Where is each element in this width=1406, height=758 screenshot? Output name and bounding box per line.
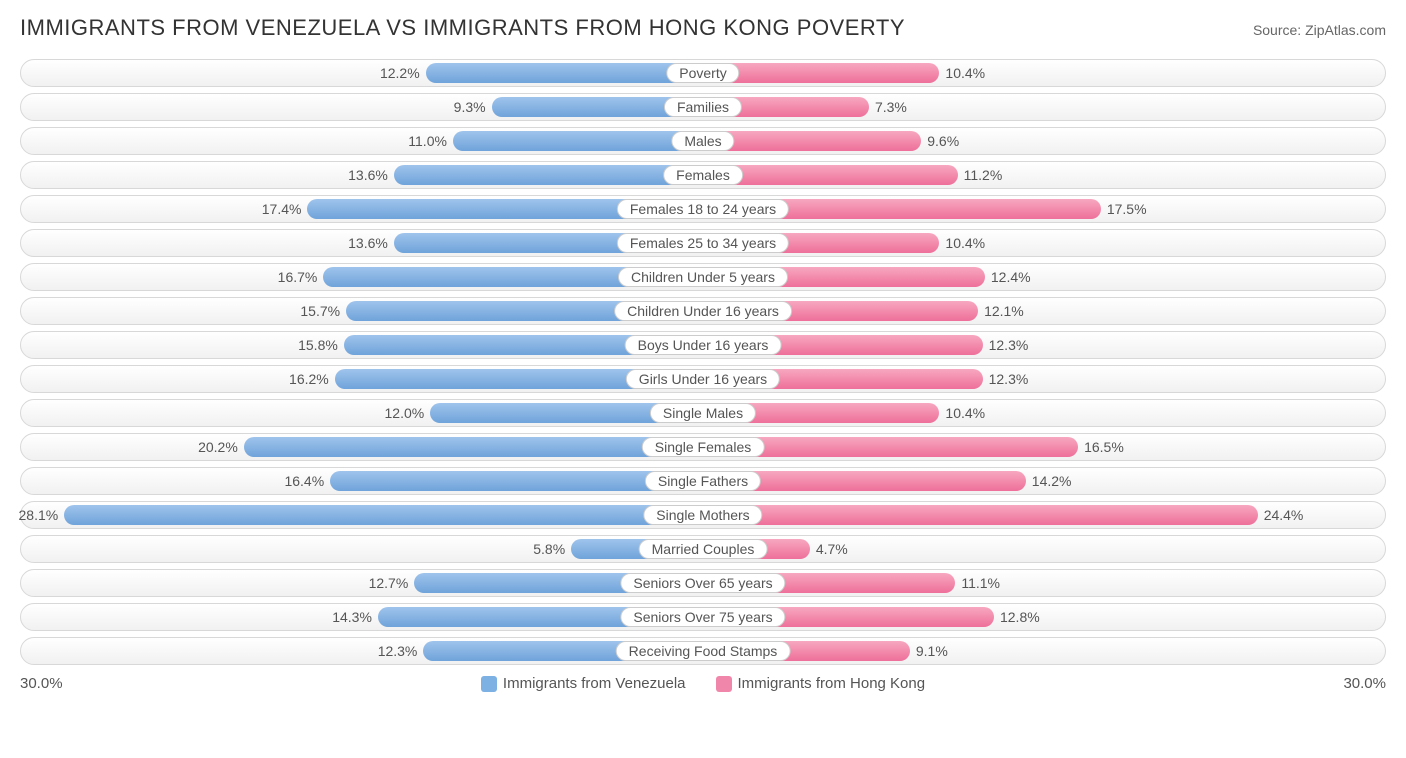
category-label: Single Females [642,437,765,457]
value-left: 12.0% [385,400,431,426]
category-label: Females 18 to 24 years [617,199,789,219]
value-right: 10.4% [939,230,985,256]
value-left: 16.4% [284,468,330,494]
category-label: Single Mothers [643,505,762,525]
bar-left [64,505,703,525]
value-left: 16.2% [289,366,335,392]
legend-item-right: Immigrants from Hong Kong [716,675,926,692]
value-left: 17.4% [262,196,308,222]
value-right: 9.6% [921,128,959,154]
value-left: 13.6% [348,230,394,256]
category-label: Single Fathers [645,471,761,491]
category-label: Females [663,165,743,185]
value-right: 10.4% [939,60,985,86]
value-right: 11.1% [955,570,1000,596]
value-left: 15.8% [298,332,344,358]
chart-source: Source: ZipAtlas.com [1253,22,1386,38]
bar-row: 12.3% 9.1% Receiving Food Stamps [20,637,1386,665]
bar-left [453,131,703,151]
chart-title: IMMIGRANTS FROM VENEZUELA VS IMMIGRANTS … [20,15,905,41]
value-left: 16.7% [278,264,324,290]
bar-right [703,505,1258,525]
value-left: 15.7% [300,298,346,324]
category-label: Seniors Over 65 years [620,573,785,593]
bar-row: 15.8% 12.3% Boys Under 16 years [20,331,1386,359]
bar-row: 20.2% 16.5% Single Females [20,433,1386,461]
category-label: Girls Under 16 years [626,369,780,389]
bar-left [244,437,703,457]
legend-swatch-left [481,676,497,692]
value-right: 12.3% [983,366,1029,392]
category-label: Families [664,97,742,117]
bar-row: 16.7% 12.4% Children Under 5 years [20,263,1386,291]
value-right: 12.8% [994,604,1040,630]
value-left: 12.3% [378,638,424,664]
value-right: 7.3% [869,94,907,120]
legend-swatch-right [716,676,732,692]
bar-row: 16.2% 12.3% Girls Under 16 years [20,365,1386,393]
bar-row: 15.7% 12.1% Children Under 16 years [20,297,1386,325]
value-right: 14.2% [1026,468,1072,494]
category-label: Boys Under 16 years [625,335,782,355]
bar-row: 11.0% 9.6% Males [20,127,1386,155]
value-left: 9.3% [454,94,492,120]
value-right: 12.3% [983,332,1029,358]
value-left: 13.6% [348,162,394,188]
value-left: 11.0% [408,128,453,154]
value-right: 10.4% [939,400,985,426]
bar-row: 12.0% 10.4% Single Males [20,399,1386,427]
bar-left [394,165,703,185]
legend: Immigrants from Venezuela Immigrants fro… [481,675,925,692]
bar-row: 5.8% 4.7% Married Couples [20,535,1386,563]
value-left: 5.8% [533,536,571,562]
bar-row: 13.6% 10.4% Females 25 to 34 years [20,229,1386,257]
bar-row: 12.7% 11.1% Seniors Over 65 years [20,569,1386,597]
legend-item-left: Immigrants from Venezuela [481,675,686,692]
category-label: Receiving Food Stamps [616,641,791,661]
bar-row: 17.4% 17.5% Females 18 to 24 years [20,195,1386,223]
category-label: Poverty [666,63,739,83]
chart-footer: 30.0% Immigrants from Venezuela Immigran… [20,675,1386,692]
chart-header: IMMIGRANTS FROM VENEZUELA VS IMMIGRANTS … [20,15,1386,41]
value-right: 17.5% [1101,196,1147,222]
category-label: Married Couples [639,539,768,559]
legend-label-right: Immigrants from Hong Kong [738,675,926,692]
value-right: 12.1% [978,298,1024,324]
category-label: Children Under 16 years [614,301,792,321]
value-right: 12.4% [985,264,1031,290]
category-label: Children Under 5 years [618,267,788,287]
value-left: 14.3% [332,604,378,630]
value-right: 11.2% [958,162,1003,188]
value-left: 12.7% [369,570,415,596]
axis-max-left: 30.0% [20,675,63,692]
value-left: 20.2% [198,434,244,460]
value-right: 24.4% [1258,502,1304,528]
value-left: 28.1% [19,502,65,528]
bar-right [703,131,921,151]
category-label: Seniors Over 75 years [620,607,785,627]
bar-row: 13.6% 11.2% Females [20,161,1386,189]
diverging-bar-chart: 12.2% 10.4% Poverty 9.3% 7.3% Families 11.0% 9.… [20,59,1386,665]
category-label: Males [671,131,734,151]
bar-row: 16.4% 14.2% Single Fathers [20,467,1386,495]
value-right: 9.1% [910,638,948,664]
value-right: 4.7% [810,536,848,562]
bar-row: 12.2% 10.4% Poverty [20,59,1386,87]
category-label: Females 25 to 34 years [617,233,789,253]
bar-row: 9.3% 7.3% Families [20,93,1386,121]
bar-left [426,63,703,83]
value-left: 12.2% [380,60,426,86]
category-label: Single Males [650,403,756,423]
bar-row: 14.3% 12.8% Seniors Over 75 years [20,603,1386,631]
bar-row: 28.1% 24.4% Single Mothers [20,501,1386,529]
value-right: 16.5% [1078,434,1124,460]
axis-max-right: 30.0% [1343,675,1386,692]
legend-label-left: Immigrants from Venezuela [503,675,686,692]
